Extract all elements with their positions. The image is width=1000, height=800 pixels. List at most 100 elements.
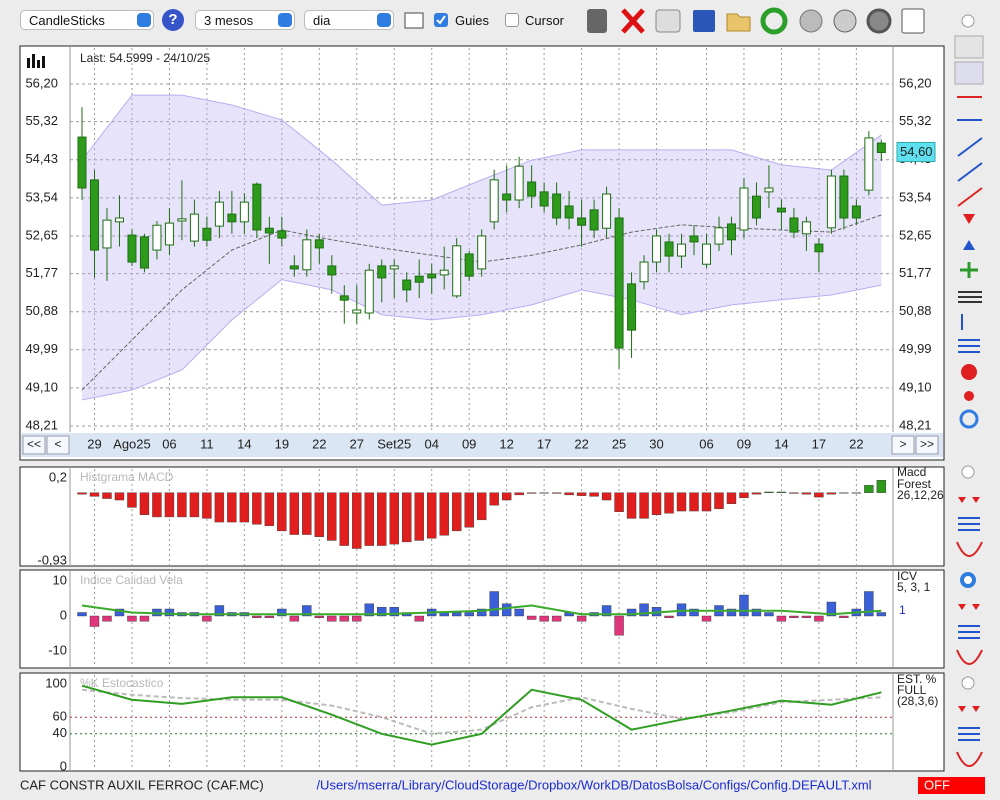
save-icon[interactable] <box>693 10 715 32</box>
euro-icon[interactable] <box>833 9 857 33</box>
last-price-box <box>896 141 936 162</box>
nav-button[interactable] <box>915 435 939 455</box>
interval-select[interactable]: dia <box>304 10 394 30</box>
candle-body <box>577 217 587 226</box>
move-tool[interactable] <box>958 497 980 503</box>
candle-body <box>776 207 786 213</box>
bar <box>89 492 100 497</box>
config-path[interactable]: /Users/mserra/Library/CloudStorage/Dropb… <box>316 777 871 792</box>
scale-tool[interactable] <box>958 625 980 639</box>
x-tick-label: 06 <box>162 436 176 451</box>
panel-label: Forest <box>897 477 932 491</box>
bar <box>264 615 275 618</box>
candle-body <box>664 241 674 257</box>
panel-label: 5, 3, 1 <box>897 580 931 594</box>
bar <box>102 615 112 622</box>
trash-icon[interactable] <box>587 9 607 33</box>
bar <box>227 492 237 523</box>
x-tick-label: Set25 <box>377 436 411 451</box>
bar <box>164 492 175 518</box>
bar <box>814 492 824 498</box>
refresh-icon[interactable] <box>760 7 788 35</box>
bar <box>751 608 762 617</box>
fibo-tool[interactable] <box>957 187 983 207</box>
bar <box>289 615 300 622</box>
cursor-checkbox[interactable] <box>505 13 519 27</box>
chart-type-select[interactable]: CandleSticks <box>20 10 154 30</box>
panel-title: Histgrama MACD <box>80 470 174 484</box>
lines-tool[interactable] <box>958 291 982 303</box>
status-box[interactable] <box>918 777 985 794</box>
period-select[interactable]: 3 mesos <box>195 10 295 30</box>
y-tick-label-right: 51,77 <box>899 265 932 280</box>
trend-tool[interactable] <box>957 162 983 182</box>
bar <box>476 608 487 617</box>
bar <box>377 607 387 617</box>
bar <box>452 612 462 617</box>
bar <box>327 615 337 622</box>
y-tick-label-right: 48,21 <box>899 417 932 432</box>
move-tool[interactable] <box>958 706 980 712</box>
curve-tool[interactable] <box>956 649 983 665</box>
bar <box>726 492 737 504</box>
record-tool[interactable] <box>964 391 974 401</box>
bar <box>839 492 849 494</box>
add-tool[interactable] <box>960 262 978 278</box>
nav-button[interactable] <box>46 435 70 455</box>
y-tick-label: 54,43 <box>25 151 58 166</box>
move-tool[interactable] <box>958 604 980 610</box>
candle-body <box>252 183 262 231</box>
radio[interactable] <box>961 14 975 28</box>
pct-lines-tool[interactable] <box>958 339 980 353</box>
bar <box>839 615 849 618</box>
y-tick-label-right: 56,20 <box>899 75 932 90</box>
bar <box>389 492 399 545</box>
world-icon[interactable] <box>799 9 823 33</box>
zoom-tool[interactable] <box>954 35 984 59</box>
y-tick-label: -10 <box>48 642 67 657</box>
bar <box>114 492 125 501</box>
curve-tool[interactable] <box>956 751 983 767</box>
bar <box>801 492 812 495</box>
chart-icon[interactable] <box>404 12 424 29</box>
candle-body <box>202 227 212 241</box>
scale-tool[interactable] <box>958 517 980 531</box>
curve-tool[interactable] <box>956 541 983 557</box>
calendar-icon[interactable] <box>901 8 925 34</box>
open-icon[interactable] <box>726 13 751 32</box>
radio[interactable] <box>961 676 975 690</box>
chart-type: CandleSticks <box>29 13 105 28</box>
nav-button[interactable] <box>22 435 46 455</box>
cycle-tool[interactable] <box>959 409 979 429</box>
chart-tool[interactable] <box>954 61 984 85</box>
x-tick-label: 25 <box>612 436 626 451</box>
x-tick-label: 17 <box>812 436 826 451</box>
guides-checkbox[interactable] <box>434 13 448 27</box>
radio[interactable] <box>961 465 975 479</box>
candle-body <box>302 239 312 271</box>
y-tick-label: 53,54 <box>25 189 58 204</box>
bar <box>626 492 637 519</box>
bar <box>701 492 712 512</box>
delete-icon[interactable] <box>621 8 645 34</box>
candle-body <box>627 283 637 331</box>
bar <box>189 492 200 518</box>
bar <box>89 615 100 627</box>
bar <box>539 615 549 622</box>
channel-tool[interactable] <box>957 137 983 157</box>
bar <box>789 492 799 494</box>
print-icon[interactable] <box>655 9 681 33</box>
bar <box>651 492 662 515</box>
down-arrow-tool[interactable] <box>963 214 975 224</box>
stop-tool[interactable] <box>961 364 977 380</box>
help-button[interactable]: ? <box>162 9 184 31</box>
nav-button[interactable] <box>891 435 915 455</box>
bar <box>414 492 424 541</box>
radio-selected[interactable] <box>960 572 976 588</box>
candle-body <box>189 213 199 242</box>
up-arrow-tool[interactable] <box>963 240 975 250</box>
scale-tool[interactable] <box>958 727 980 741</box>
settings-icon[interactable] <box>866 8 892 34</box>
y-tick-label-right: 49,99 <box>899 341 932 356</box>
x-tick-label: 17 <box>537 436 551 451</box>
